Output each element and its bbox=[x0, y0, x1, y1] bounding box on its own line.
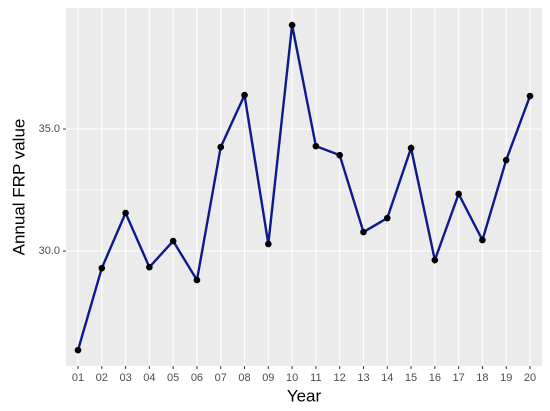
data-line bbox=[76, 24, 532, 351]
data-point bbox=[169, 237, 177, 245]
x-tick-label: 19 bbox=[500, 372, 512, 384]
data-point bbox=[241, 91, 248, 99]
plot-panel bbox=[66, 8, 542, 366]
data-point bbox=[336, 151, 343, 159]
y-tick-label: 35.0 bbox=[39, 123, 60, 135]
data-point bbox=[479, 236, 486, 244]
data-point bbox=[74, 346, 82, 354]
data-point bbox=[383, 214, 391, 222]
y-axis-title: Annual FRP value bbox=[9, 119, 28, 256]
x-tick-label: 04 bbox=[143, 372, 155, 384]
data-point bbox=[431, 256, 439, 264]
x-tick-label: 01 bbox=[72, 372, 84, 384]
x-tick-label: 15 bbox=[405, 372, 417, 384]
y-tick-label: 30.0 bbox=[39, 245, 60, 257]
x-tick-label: 08 bbox=[238, 372, 250, 384]
data-point bbox=[360, 228, 367, 236]
x-tick-label: 10 bbox=[286, 372, 298, 384]
data-point bbox=[122, 209, 129, 217]
data-point bbox=[265, 240, 272, 248]
x-tick-label: 12 bbox=[334, 372, 346, 384]
x-tick-label: 09 bbox=[262, 372, 274, 384]
x-tick-label: 13 bbox=[357, 372, 369, 384]
x-tick-label: 07 bbox=[215, 372, 227, 384]
x-tick-label: 18 bbox=[476, 372, 488, 384]
data-point bbox=[526, 92, 534, 100]
data-point bbox=[193, 276, 201, 284]
data-point bbox=[312, 142, 320, 150]
data-point bbox=[146, 263, 153, 271]
data-point bbox=[502, 156, 510, 164]
data-point bbox=[98, 264, 106, 272]
x-tick-label: 02 bbox=[96, 372, 108, 384]
x-tick-label: 17 bbox=[453, 372, 465, 384]
x-tick-label: 20 bbox=[524, 372, 536, 384]
x-tick-label: 05 bbox=[167, 372, 179, 384]
x-tick-label: 03 bbox=[119, 372, 131, 384]
x-tick-label: 16 bbox=[429, 372, 441, 384]
data-point bbox=[455, 190, 462, 198]
x-tick-label: 11 bbox=[310, 372, 321, 384]
x-axis-title: Year bbox=[287, 386, 322, 405]
data-point bbox=[407, 144, 415, 152]
x-tick-label: 14 bbox=[381, 372, 393, 384]
data-point bbox=[217, 143, 225, 151]
x-tick-label: 06 bbox=[191, 372, 203, 384]
data-point bbox=[288, 21, 296, 29]
